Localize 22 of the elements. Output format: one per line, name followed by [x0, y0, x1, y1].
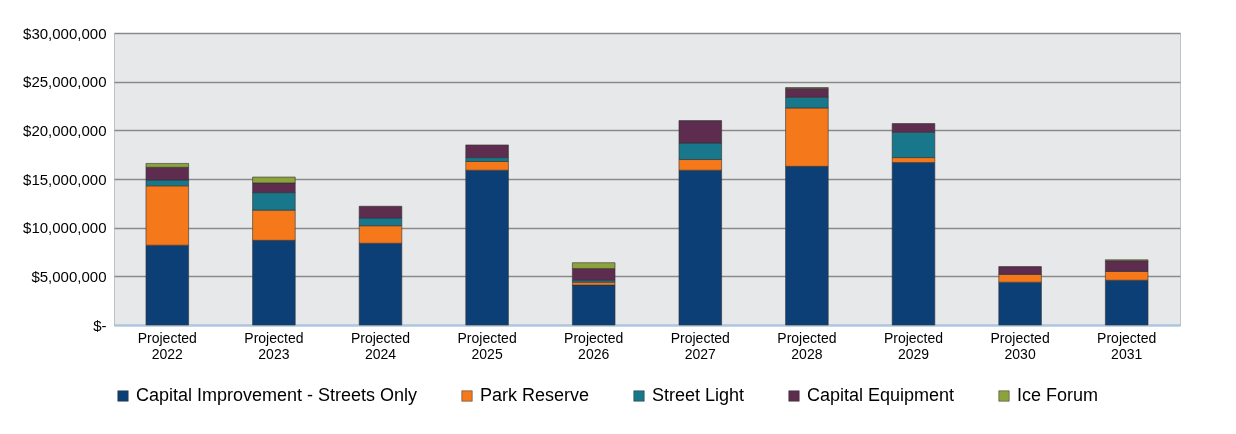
x-tick-label: Projected 2022	[137, 329, 197, 362]
y-tick-label: $20,000,000	[23, 121, 107, 139]
x-tick-label: Projected 2028	[777, 329, 837, 362]
x-tick-label: Projected 2024	[350, 329, 411, 362]
x-tick-label: Projected 2025	[457, 329, 517, 362]
x-tick-label: Projected 2029	[883, 329, 944, 362]
legend-label: Capital Equipment	[807, 385, 955, 405]
x-tick-label: Projected 2027	[670, 329, 730, 362]
x-tick-label: Projected 2031	[1097, 329, 1157, 362]
x-tick-label: Projected 2030	[990, 329, 1050, 362]
x-tick-label: Projected 2026	[564, 329, 624, 362]
y-tick-label: $10,000,000	[23, 219, 107, 237]
y-tick-label: $15,000,000	[23, 170, 107, 188]
y-tick-label: $30,000,000	[23, 24, 107, 42]
legend-label: Park Reserve	[480, 385, 590, 405]
y-tick-label: $-	[93, 316, 107, 334]
legend-label: Street Light	[652, 385, 745, 405]
y-tick-label: $5,000,000	[31, 267, 107, 285]
legend-label: Capital Improvement - Streets Only	[136, 385, 418, 405]
x-tick-label: Projected 2023	[244, 329, 304, 362]
legend-label: Ice Forum	[1017, 385, 1099, 405]
y-tick-label: $25,000,000	[23, 73, 107, 91]
